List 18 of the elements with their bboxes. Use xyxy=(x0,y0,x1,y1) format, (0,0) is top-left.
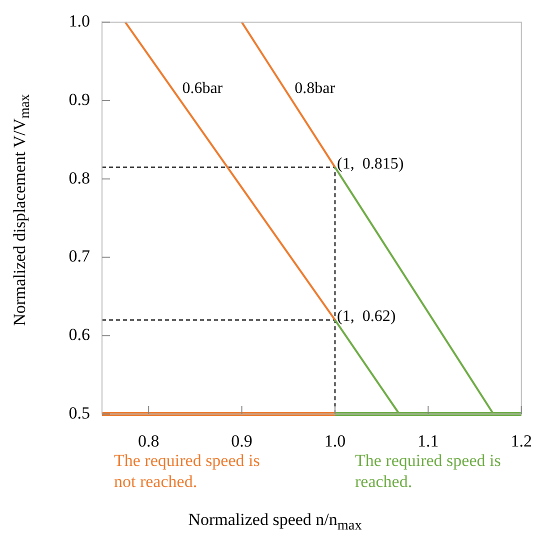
annotation: (1, 0.62) xyxy=(336,308,396,326)
text: The required speed is not reached. xyxy=(114,450,261,492)
x-tick-label: 1.2 xyxy=(510,432,532,451)
series-label: 0.8bar xyxy=(294,80,336,98)
x-tick-label: 0.8 xyxy=(138,432,160,451)
y-tick-label: 1.0 xyxy=(68,12,90,31)
annotation: (1, 0.815) xyxy=(336,155,404,172)
series-label: 0.6bar xyxy=(182,80,224,98)
y-tick-label: 0.9 xyxy=(68,90,90,110)
x-tick-label: 1.1 xyxy=(418,432,439,451)
text: The required speed is reached. xyxy=(354,450,502,492)
y-tick-label: 0.5 xyxy=(68,403,90,422)
y-tick-label: 0.8 xyxy=(68,168,90,188)
x-axis-title: Normalized speed n/n$_{max}$ xyxy=(187,510,363,534)
x-tick-label: 0.9 xyxy=(231,432,252,451)
y-tick-label: 0.6 xyxy=(68,325,90,344)
y-tick-label: 0.7 xyxy=(68,246,90,266)
x-tick-label: 1.0 xyxy=(324,432,346,451)
